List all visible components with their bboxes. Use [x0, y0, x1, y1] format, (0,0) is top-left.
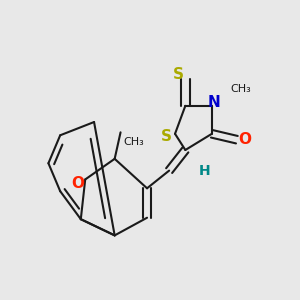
Text: O: O [71, 176, 84, 191]
Text: H: H [198, 164, 210, 178]
Text: CH₃: CH₃ [123, 137, 144, 147]
Text: CH₃: CH₃ [230, 84, 251, 94]
Text: O: O [238, 132, 252, 147]
Text: N: N [208, 95, 220, 110]
Text: S: S [161, 129, 172, 144]
Text: S: S [173, 67, 184, 82]
